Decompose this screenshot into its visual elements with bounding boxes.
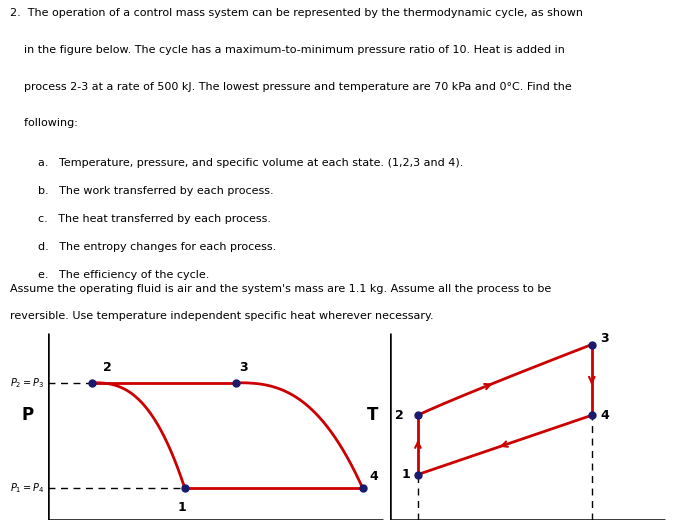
Text: b.   The work transferred by each process.: b. The work transferred by each process. <box>38 186 273 196</box>
Text: $P_2 = P_3$: $P_2 = P_3$ <box>10 376 44 390</box>
Text: in the figure below. The cycle has a maximum-to-minimum pressure ratio of 10. He: in the figure below. The cycle has a max… <box>10 45 565 55</box>
Text: a.   Temperature, pressure, and specific volume at each state. (1,2,3 and 4).: a. Temperature, pressure, and specific v… <box>38 158 463 168</box>
Text: 2: 2 <box>103 361 111 374</box>
Text: 2.  The operation of a control mass system can be represented by the thermodynam: 2. The operation of a control mass syste… <box>10 8 583 19</box>
Text: reversible. Use temperature independent specific heat wherever necessary.: reversible. Use temperature independent … <box>10 311 434 321</box>
Text: Assume the operating fluid is air and the system's mass are 1.1 kg. Assume all t: Assume the operating fluid is air and th… <box>10 284 551 294</box>
Text: d.   The entropy changes for each process.: d. The entropy changes for each process. <box>38 242 276 252</box>
Text: e.   The efficiency of the cycle.: e. The efficiency of the cycle. <box>38 270 209 280</box>
Text: 1: 1 <box>178 501 187 514</box>
Text: c.   The heat transferred by each process.: c. The heat transferred by each process. <box>38 214 271 224</box>
Text: 3: 3 <box>600 331 609 345</box>
Text: process 2-3 at a rate of 500 kJ. The lowest pressure and temperature are 70 kPa : process 2-3 at a rate of 500 kJ. The low… <box>10 82 572 92</box>
Text: $P_1 = P_4$: $P_1 = P_4$ <box>10 481 44 495</box>
Text: following:: following: <box>10 118 78 128</box>
Text: 4: 4 <box>600 409 609 422</box>
Text: 1: 1 <box>401 468 410 481</box>
Text: 3: 3 <box>239 361 248 374</box>
Text: 2: 2 <box>395 409 404 422</box>
Text: T: T <box>367 406 379 424</box>
Text: 4: 4 <box>369 470 378 483</box>
Text: P: P <box>21 406 34 424</box>
